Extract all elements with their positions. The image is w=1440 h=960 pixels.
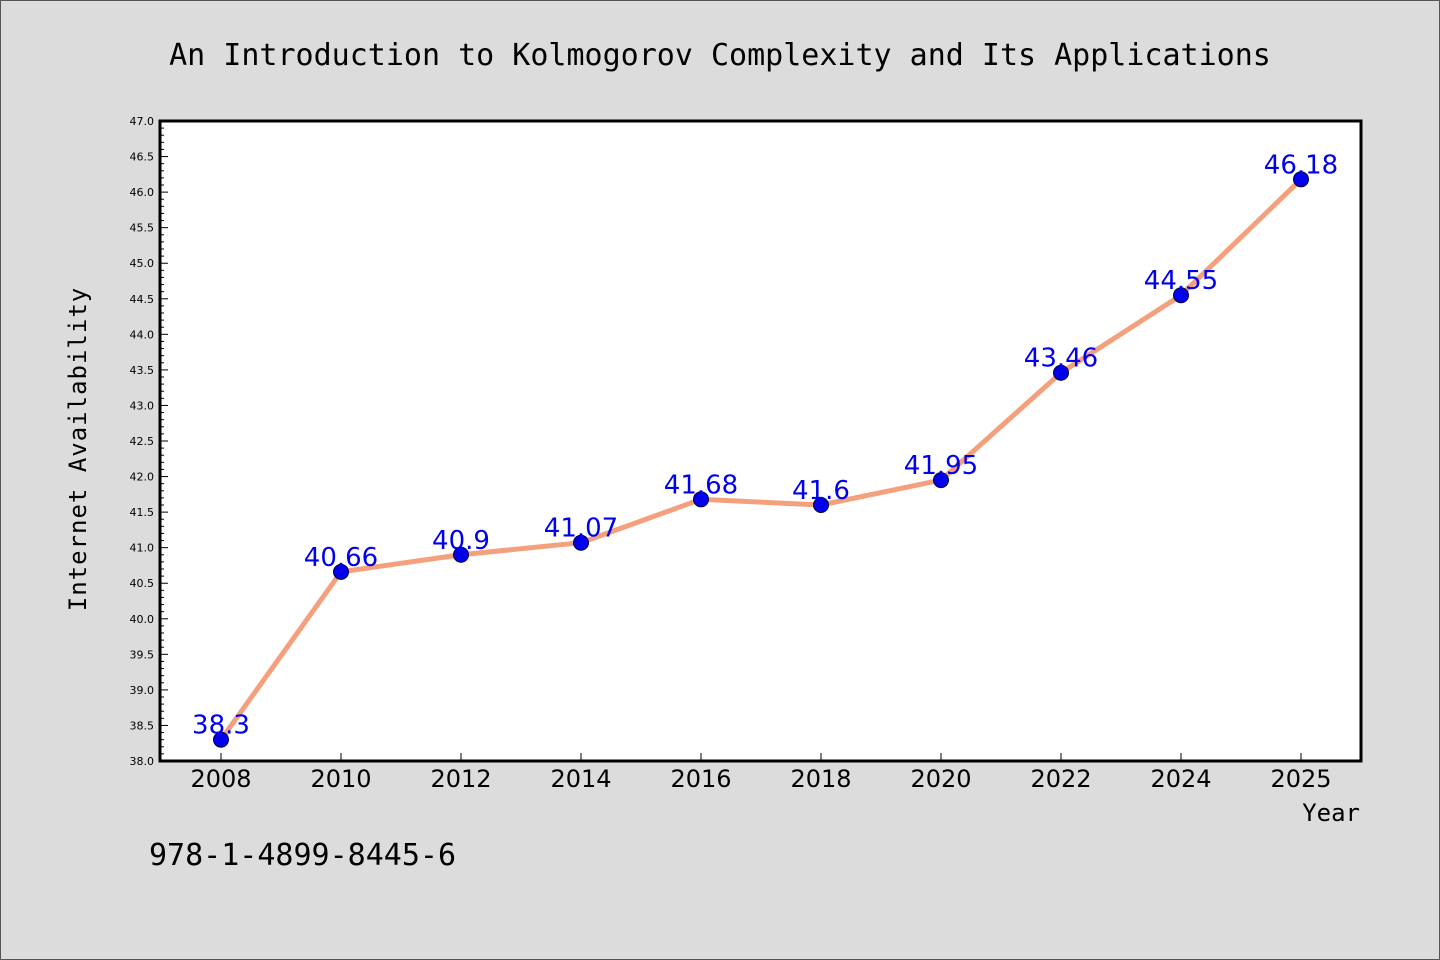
plot-area [158,119,1363,763]
data-label: 44.55 [1144,266,1218,296]
data-point [813,497,829,513]
data-label: 41.95 [904,451,978,481]
data-label: 46.18 [1264,150,1338,180]
y-tick-label: 40.0 [130,613,155,626]
data-point [213,731,229,748]
data-label-layer: 38.3 40.66 40.9 41.07 41.68 41.6 41.95 43.46 44.… [192,150,1338,740]
chart-title: An Introduction to Kolmogorov Complexity… [169,38,1271,73]
y-tick-label: 45.0 [130,257,155,270]
y-tick-label: 38.0 [130,755,155,768]
data-label: 41.6 [792,476,850,506]
y-tick-label: 39.5 [130,648,155,661]
x-tick-label: 2018 [790,765,851,793]
x-tick-label: 2012 [430,765,491,793]
y-tick-label: 44.0 [130,328,155,341]
y-tick-label: 41.0 [130,542,155,555]
x-axis-label: Year [1302,799,1360,827]
x-tick-label: 2016 [670,765,731,793]
x-axis-ticks: 2008 2010 2012 2014 2016 2018 2020 2022 2024 2025 [190,753,1332,793]
y-axis-label: Internet Availability [64,287,92,611]
x-tick-label: 2008 [190,765,251,793]
x-tick-label: 2020 [910,765,971,793]
data-point [1173,287,1189,304]
y-tick-label: 41.5 [130,506,155,519]
y-tick-label: 40.5 [130,577,155,590]
data-label: 40.66 [304,543,378,573]
y-tick-label: 46.5 [130,151,155,164]
x-tick-label: 2014 [550,765,611,793]
y-tick-label: 43.0 [130,399,155,412]
y-tick-label: 44.5 [130,293,155,306]
x-tick-label: 2025 [1270,765,1331,793]
y-tick-label: 43.5 [130,364,155,377]
isbn-annotation: 978-1-4899-8445-6 [149,838,456,873]
x-tick-label: 2022 [1030,765,1091,793]
data-point [573,534,589,551]
y-tick-label: 47.0 [130,115,155,128]
x-tick-label: 2024 [1150,765,1211,793]
data-point [333,563,349,580]
y-tick-label: 42.0 [130,471,155,484]
y-tick-label: 46.0 [130,186,155,199]
y-tick-label: 38.5 [130,719,155,732]
x-tick-label: 2010 [310,765,371,793]
data-point [933,472,949,489]
data-label: 41.07 [544,514,618,544]
data-point [693,491,709,508]
data-point [1293,171,1309,188]
y-tick-label: 39.0 [130,684,155,697]
y-tick-label: 45.5 [130,222,155,235]
y-tick-label: 42.5 [130,435,155,448]
data-point [453,546,469,563]
data-label: 40.9 [432,526,490,556]
series-layer [213,171,1309,748]
y-axis-ticks: 38.0 38.5 39.0 39.5 40.0 40.5 41.0 41.5 42.0 42.5… [130,115,168,768]
data-label: 41.68 [664,470,738,500]
series-line [218,176,1304,743]
data-label: 38.3 [192,711,250,741]
data-label: 43.46 [1024,344,1098,374]
data-point [1053,364,1069,381]
